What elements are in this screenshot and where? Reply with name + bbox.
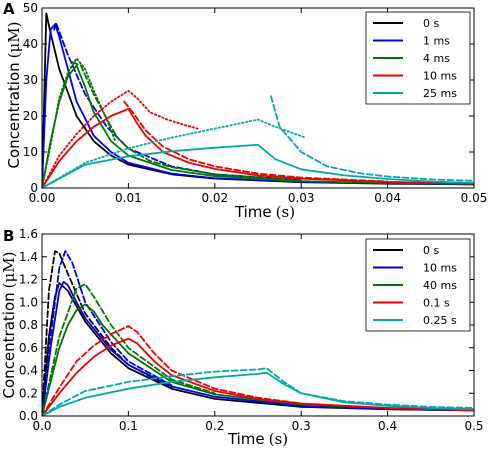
panel-a-series-3-solid-line (42, 64, 474, 188)
panel-a-series-11-dotted-line (42, 118, 307, 188)
panel-a-series-8-dotted-line (42, 89, 199, 188)
panel-a-ytick-label: 0 (30, 181, 38, 195)
panel-a-legend-entry: 0 s (423, 17, 439, 30)
panel-a-letter: A (3, 0, 15, 18)
panel-b-ytick-label: 0.0 (19, 409, 38, 423)
panel-a-ytick-label: 30 (23, 73, 38, 87)
panel-a-series-6-solid-line (42, 107, 474, 188)
panel-b-xtick-label: 0.3 (292, 419, 311, 433)
panel-b-axes: 0.0 0.1 0.2 0.3 0.4 0.5 0.0 0.2 0.4 0.6 0.8 1.0 1.2 1… (19, 227, 484, 433)
panel-b-xtick-label: 0.5 (464, 419, 483, 433)
panel-b-series-9-dashed-line (42, 367, 474, 416)
panel-a-series-layer (42, 12, 474, 188)
panel-a-series-4-dashed-line (71, 61, 303, 182)
panel-a-xlabel: Time (s) (234, 203, 295, 221)
panel-a-xtick-label: 0.01 (115, 191, 142, 205)
panel-b-ytick-label: 0.4 (19, 364, 38, 378)
panel-a-xtick-label: 0.02 (201, 191, 228, 205)
panel-b-xtick-label: 0.1 (119, 419, 138, 433)
panel-b-series-8-solid-line (42, 371, 474, 416)
panel-b-series-1-dashed-line (42, 250, 173, 416)
panel-a-ytick-label: 50 (23, 1, 38, 15)
panel-a-chart: 0.00 0.01 0.02 0.03 0.04 0.05 0 10 20 30 40 50 0 s 1… (5, 1, 487, 221)
panel-b-xlabel: Time (s) (227, 430, 288, 448)
panel-a-axes-frame (41, 7, 475, 189)
panel-a-legend-entry: 25 ms (423, 87, 457, 100)
panel-b-ytick-label: 0.8 (19, 318, 38, 332)
panel-a-series-9-solid-line (42, 143, 474, 188)
panel-b-xtick-label: 0.0 (32, 419, 51, 433)
panel-b-ytick-label: 1.4 (19, 250, 38, 264)
panel-b-legend-entry: 40 ms (423, 279, 457, 292)
panel-a-legend-entry: 4 ms (423, 52, 450, 65)
panel-a-series-1-solid-line (42, 23, 474, 188)
panel-a-legend: 0 s 1 ms 4 ms 10 ms 25 ms (365, 11, 471, 105)
panel-a-ytick-label: 40 (23, 37, 38, 51)
panel-b-xtick-label: 0.2 (205, 419, 224, 433)
panel-b-legend: 0 s 10 ms 40 ms 0.1 s 0.25 s (365, 238, 471, 332)
panel-b-series-5-dashed-line (42, 283, 216, 416)
panel-b-ytick-label: 0.2 (19, 386, 38, 400)
panel-a-axes: 0.00 0.01 0.02 0.03 0.04 0.05 0 10 20 30 40 50 (23, 1, 488, 205)
panel-b-series-4-solid-line (42, 303, 474, 416)
panel-b-ytick-label: 0.6 (19, 341, 38, 355)
panel-a-ytick-label: 10 (23, 145, 38, 159)
panel-a-series-2-dashed-line (53, 21, 303, 181)
panel-a-xtick-label: 0.05 (461, 191, 488, 205)
panel-b-chart: 0.0 0.1 0.2 0.3 0.4 0.5 0.0 0.2 0.4 0.6 0.8 1.0 1.2 1… (0, 227, 484, 448)
panel-b-ylabel: Concentration(μM) (0, 252, 18, 399)
panel-b-legend-entry: 0 s (423, 244, 439, 257)
panel-b-legend-entry: 0.1 s (423, 297, 450, 310)
panel-a-legend-entry: 1 ms (423, 35, 450, 48)
panel-b-legend-entry: 0.25 s (423, 314, 457, 327)
panel-b-legend-entry: 10 ms (423, 262, 457, 275)
panel-b-ytick-label: 1.2 (19, 273, 38, 287)
panel-b-ytick-label: 1.0 (19, 295, 38, 309)
panel-b-series-7-dashed-line (42, 325, 303, 416)
panel-a-xtick-label: 0.03 (288, 191, 315, 205)
panel-b-series-layer (42, 250, 474, 416)
panel-b-ytick-label: 1.6 (19, 227, 38, 241)
panel-b-letter: B (3, 227, 14, 245)
panel-b-series-3-dashed-line (42, 250, 173, 416)
panel-a-series-7-dashed-line (123, 100, 389, 183)
panel-a-legend-entry: 10 ms (423, 70, 457, 83)
panel-a-series-5-dotted-line (42, 57, 117, 188)
panel-a-series-10-dashed-line (270, 95, 474, 182)
panel-b-series-2-solid-line (42, 280, 474, 416)
panel-b-xtick-label: 0.4 (378, 419, 397, 433)
panel-a-xtick-label: 0.04 (374, 191, 401, 205)
panel-a-xtick-label: 0.00 (29, 191, 56, 205)
panel-a-ytick-label: 20 (23, 109, 38, 123)
panel-b-series-6-solid-line (42, 337, 474, 416)
panel-a-ylabel: Concentration(μM) (5, 22, 23, 169)
